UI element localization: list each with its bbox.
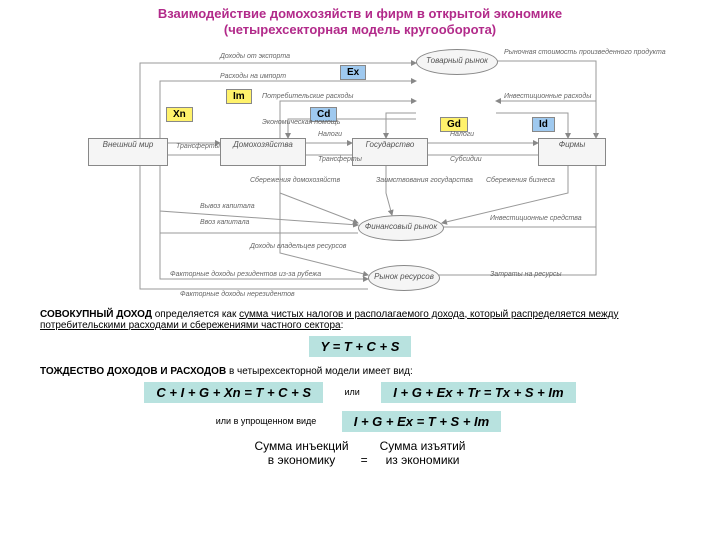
flow-label-3: Экономическая помощь [262,119,340,126]
var-label-Gd: Gd [440,117,468,132]
diagram-edges [80,43,640,303]
page-title: Взаимодействие домохозяйств и фирм в отк… [0,0,720,39]
node-firms: Фирмы [538,138,606,166]
flow-label-15: Ввоз капитала [200,219,249,226]
flow-label-17: Доходы владельцев ресурсов [250,243,346,250]
var-label-Xn: Xn [166,107,193,122]
simplified-note: или в упрощенном виде [216,416,316,426]
formula-Y: Y = T + C + S [309,336,412,357]
flow-label-19: Факторные доходы резидентов из-за рубежа [170,271,321,278]
flow-label-8: Трансферты [318,156,362,163]
flow-label-11: Сбережения домохозяйств [250,177,340,184]
final-left-top: Сумма инъекций [249,439,355,453]
flow-label-12: Заимствования государства [376,177,473,184]
flow-label-9: Налоги [450,131,474,138]
para1-tail: : [341,320,344,331]
flow-label-7: Налоги [318,131,342,138]
explanation-para1: СОВОКУПНЫЙ ДОХОД определяется как сумма … [0,309,720,331]
var-label-Im: Im [226,89,252,104]
final-right-bot: из экономики [374,453,472,467]
flow-label-6: Трансферты [176,143,220,150]
node-foreign: Внешний мир [88,138,168,166]
flow-label-0: Доходы от экспорта [220,53,290,60]
final-eq: = [355,453,374,467]
explanation-para2: ТОЖДЕСТВО ДОХОДОВ И РАСХОДОВ в четырехсе… [0,366,720,377]
node-hh: Домохозяйства [220,138,306,166]
flow-label-2: Потребительские расходы [262,93,353,100]
title-line1: Взаимодействие домохозяйств и фирм в отк… [0,6,720,22]
node-fin: Финансовый рынок [358,215,444,241]
flow-label-4: Рыночная стоимость произведенного продук… [504,49,666,56]
flow-label-10: Субсидии [450,156,482,163]
formula-simplified: I + G + Ex = T + S + Im [342,411,501,432]
final-left-bot: в экономику [249,453,355,467]
para2-bold: ТОЖДЕСТВО ДОХОДОВ И РАСХОДОВ [40,366,226,377]
or-text-1: или [345,387,360,397]
var-label-Id: Id [532,117,555,132]
para1-rest: определяется как [152,309,239,320]
para2-rest: в четырехсекторной модели имеет вид: [226,366,413,377]
node-goods: Товарный рынок [416,49,498,75]
flow-label-13: Сбережения бизнеса [486,177,555,184]
injections-withdrawals: Сумма инъекций Сумма изъятий в экономику… [0,439,720,467]
formula-identity-right: I + G + Ex + Tr = Tx + S + Im [381,382,575,403]
flow-label-16: Инвестиционные средства [490,215,582,222]
title-line2: (четырехсекторная модель кругооборота) [0,22,720,38]
final-right-top: Сумма изъятий [374,439,472,453]
para1-bold: СОВОКУПНЫЙ ДОХОД [40,309,152,320]
flow-label-1: Расходы на импорт [220,73,286,80]
var-label-Ex: Ex [340,65,366,80]
flow-label-5: Инвестиционные расходы [504,93,591,100]
flow-label-14: Вывоз капитала [200,203,255,210]
node-res: Рынок ресурсов [368,265,440,291]
formula-identity-left: C + I + G + Xn = T + C + S [144,382,323,403]
flow-label-20: Факторные доходы нерезидентов [180,291,295,298]
circular-flow-diagram: Внешний мир Домохозяйства Государство Фирмы… [80,43,640,303]
node-gov: Государство [352,138,428,166]
flow-label-18: Затраты на ресурсы [490,271,562,278]
